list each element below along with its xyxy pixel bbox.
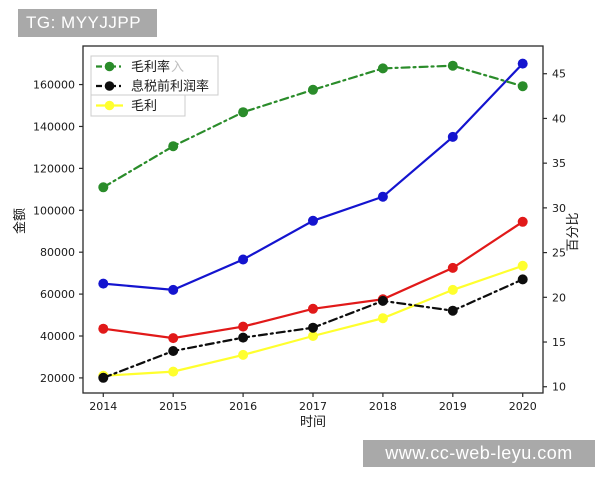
- series-blue-line-marker: [308, 215, 318, 226]
- legend-label: 毛利率: [131, 59, 170, 75]
- left-tick-label: 120000: [33, 162, 75, 175]
- series-gross-profit-marker: [308, 331, 318, 341]
- series-gross-profit-marker: [168, 366, 179, 377]
- series-blue-line-marker: [447, 131, 458, 142]
- right-tick-label: 10: [552, 381, 566, 394]
- right-axis-title: 百分比: [566, 212, 581, 251]
- series-gross-profit-marker: [517, 260, 528, 271]
- legend-sample-marker: [104, 100, 115, 111]
- left-tick-label: 20000: [40, 372, 75, 385]
- watermark-bottom-right: www.cc-web-leyu.com: [363, 440, 595, 467]
- x-tick-label: 2019: [439, 400, 467, 413]
- series-ebit-margin-rate-marker: [377, 295, 388, 306]
- right-axis-ticks: 10 15 20 25 30 35 40 45: [543, 68, 566, 394]
- watermark-top-left: TG: MYYJJPP: [18, 9, 157, 37]
- series-gross-profit: [98, 260, 528, 381]
- series-gross-profit-marker: [238, 349, 249, 360]
- right-tick-label: 30: [552, 202, 566, 215]
- series-ebit-margin-rate-marker: [308, 322, 318, 333]
- legend-sample-marker: [104, 81, 115, 91]
- right-tick-label: 25: [552, 247, 566, 260]
- left-axis-ticks: 20000 40000 60000 80000 100000 120000 140000 16…: [33, 79, 83, 385]
- x-tick-label: 2018: [369, 400, 397, 413]
- legend-item-ebit-margin-rate: 息税前利润率: [96, 79, 209, 95]
- left-axis-title: 金额: [12, 208, 28, 234]
- legend-frame: [90, 94, 186, 117]
- series-red-line-marker: [308, 303, 318, 314]
- series-gross-margin-rate-marker: [517, 81, 528, 92]
- series-ebit-margin-rate-marker: [447, 305, 458, 316]
- right-tick-label: 20: [552, 291, 566, 304]
- left-tick-label: 140000: [33, 120, 75, 133]
- right-tick-label: 35: [552, 157, 566, 170]
- series-ebit-margin-rate-marker: [168, 346, 179, 356]
- legend-sample-marker: [104, 61, 115, 72]
- left-tick-label: 40000: [40, 330, 75, 343]
- right-tick-label: 40: [552, 112, 566, 125]
- series-ebit-margin-rate: [98, 274, 528, 383]
- series-ebit-margin-rate-marker: [98, 372, 109, 383]
- x-tick-label: 2016: [229, 400, 257, 413]
- series-red-line-marker: [517, 216, 528, 227]
- x-tick-label: 2020: [509, 400, 537, 413]
- x-axis-ticks: 2014 2015 2016 2017 2018 2019 2020: [89, 393, 537, 413]
- series-blue-line-marker: [168, 284, 179, 295]
- series-gross-margin-rate: [98, 60, 528, 193]
- legend-ghost-text: 入: [171, 60, 184, 75]
- series-red-line-marker: [238, 321, 249, 332]
- x-tick-label: 2014: [89, 400, 117, 413]
- series-gross-margin-rate-marker: [308, 84, 318, 95]
- series-blue-line-marker: [517, 58, 528, 69]
- series-red-line: [98, 216, 528, 344]
- x-axis-title: 时间: [300, 415, 326, 430]
- legend-item-gross-margin-rate: 毛利率入: [96, 59, 184, 75]
- left-tick-label: 160000: [33, 79, 75, 92]
- left-tick-label: 80000: [40, 246, 75, 259]
- right-tick-label: 45: [552, 68, 566, 81]
- left-tick-label: 60000: [40, 288, 75, 301]
- series-ebit-margin-rate-marker: [517, 274, 528, 285]
- right-tick-label: 15: [552, 336, 566, 349]
- series-blue-line-marker: [238, 254, 249, 265]
- x-tick-label: 2015: [159, 400, 187, 413]
- series-gross-margin-rate-marker: [168, 141, 179, 152]
- series-blue-line-marker: [377, 191, 388, 202]
- series-red-line-marker: [168, 333, 179, 344]
- series-blue-line-marker: [98, 278, 109, 289]
- legend-label: 毛利: [131, 99, 157, 114]
- series-blue-line: [98, 58, 528, 295]
- legend-label: 息税前利润率: [131, 79, 209, 95]
- series-gross-margin-rate-marker: [377, 63, 388, 74]
- series-gross-profit-marker: [447, 284, 458, 295]
- series-red-line-marker: [98, 323, 109, 334]
- series-gross-profit-marker: [377, 313, 388, 324]
- legend-box-2: 毛利: [90, 94, 186, 117]
- left-tick-label: 100000: [33, 204, 75, 217]
- x-tick-label: 2017: [299, 400, 327, 413]
- series-gross-margin-rate-marker: [447, 60, 458, 71]
- series-gross-margin-rate-marker: [98, 182, 109, 193]
- series-gross-margin-rate-marker: [238, 107, 249, 118]
- series-ebit-margin-rate-marker: [238, 332, 249, 343]
- legend-item-gross-profit: 毛利: [96, 99, 157, 114]
- series-red-line-marker: [447, 262, 458, 273]
